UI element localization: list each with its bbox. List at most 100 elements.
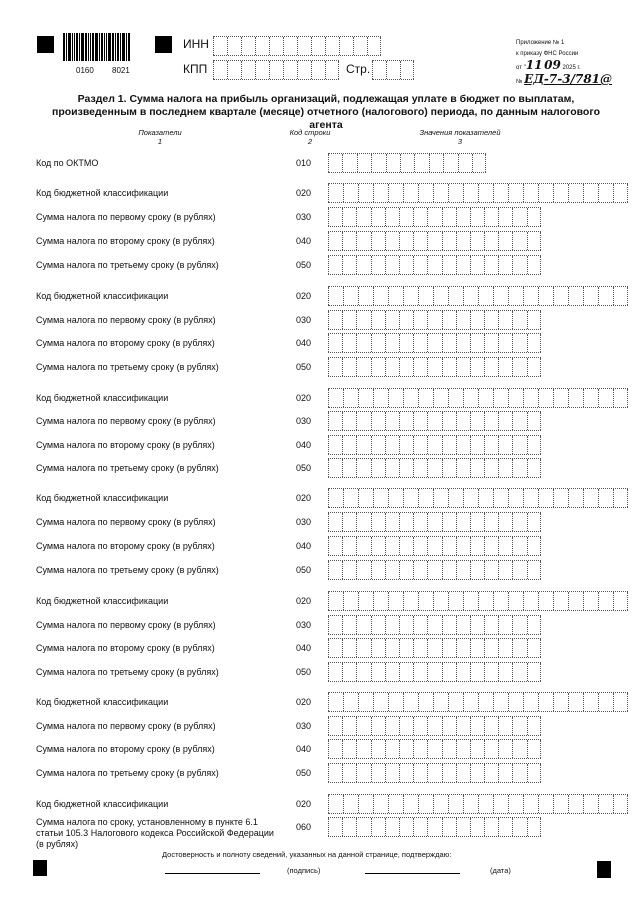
char-cell[interactable] (469, 208, 484, 226)
char-cell[interactable] (418, 287, 433, 305)
value-field-030[interactable] (328, 615, 541, 635)
char-cell[interactable] (427, 436, 441, 454)
char-cell[interactable] (384, 334, 399, 352)
char-cell[interactable] (213, 37, 227, 55)
char-cell[interactable] (613, 489, 628, 507)
char-cell[interactable] (370, 561, 385, 579)
char-cell[interactable] (358, 287, 373, 305)
char-cell[interactable] (414, 154, 428, 172)
char-cell[interactable] (358, 489, 373, 507)
char-cell[interactable] (311, 37, 325, 55)
char-cell[interactable] (356, 334, 370, 352)
char-cell[interactable] (269, 37, 283, 55)
char-cell[interactable] (455, 256, 470, 274)
char-cell[interactable] (526, 537, 541, 555)
char-cell[interactable] (328, 818, 342, 836)
char-cell[interactable] (498, 459, 512, 477)
char-cell[interactable] (342, 561, 356, 579)
char-cell[interactable] (328, 489, 343, 507)
char-cell[interactable] (443, 154, 457, 172)
char-cell[interactable] (343, 389, 358, 407)
char-cell[interactable] (469, 412, 484, 430)
char-cell[interactable] (484, 740, 498, 758)
char-cell[interactable] (398, 208, 413, 226)
char-cell[interactable] (553, 389, 568, 407)
char-cell[interactable] (523, 489, 538, 507)
value-field-030[interactable] (328, 411, 541, 431)
char-cell[interactable] (427, 639, 441, 657)
char-cell[interactable] (388, 184, 403, 202)
char-cell[interactable] (371, 154, 385, 172)
char-cell[interactable] (441, 311, 456, 329)
char-cell[interactable] (342, 256, 356, 274)
char-cell[interactable] (455, 412, 470, 430)
value-field-060[interactable] (328, 817, 541, 837)
char-cell[interactable] (512, 764, 526, 782)
char-cell[interactable] (484, 663, 498, 681)
char-cell[interactable] (342, 639, 356, 657)
char-cell[interactable] (568, 389, 583, 407)
char-cell[interactable] (553, 592, 568, 610)
char-cell[interactable] (553, 489, 568, 507)
char-cell[interactable] (398, 740, 413, 758)
char-cell[interactable] (568, 592, 583, 610)
char-cell[interactable] (512, 663, 526, 681)
char-cell[interactable] (403, 693, 418, 711)
char-cell[interactable] (403, 592, 418, 610)
signature-line[interactable] (165, 873, 260, 874)
char-cell[interactable] (427, 717, 441, 735)
char-cell[interactable] (370, 208, 385, 226)
char-cell[interactable] (427, 412, 441, 430)
char-cell[interactable] (342, 232, 356, 250)
char-cell[interactable] (498, 208, 512, 226)
char-cell[interactable] (498, 537, 512, 555)
char-cell[interactable] (478, 795, 493, 813)
char-cell[interactable] (403, 184, 418, 202)
char-cell[interactable] (358, 693, 373, 711)
char-cell[interactable] (403, 795, 418, 813)
char-cell[interactable] (427, 537, 441, 555)
char-cell[interactable] (455, 232, 470, 250)
char-cell[interactable] (526, 616, 541, 634)
char-cell[interactable] (328, 663, 342, 681)
char-cell[interactable] (398, 311, 413, 329)
char-cell[interactable] (356, 459, 370, 477)
char-cell[interactable] (583, 287, 598, 305)
char-cell[interactable] (512, 561, 526, 579)
char-cell[interactable] (328, 639, 342, 657)
char-cell[interactable] (384, 537, 399, 555)
char-cell[interactable] (484, 334, 498, 352)
char-cell[interactable] (403, 287, 418, 305)
char-cell[interactable] (418, 389, 433, 407)
char-cell[interactable] (356, 513, 370, 531)
char-cell[interactable] (328, 358, 342, 376)
char-cell[interactable] (512, 334, 526, 352)
char-cell[interactable] (328, 561, 342, 579)
char-cell[interactable] (413, 616, 427, 634)
char-cell[interactable] (241, 61, 255, 79)
char-cell[interactable] (508, 287, 523, 305)
char-cell[interactable] (427, 740, 441, 758)
char-cell[interactable] (526, 412, 541, 430)
char-cell[interactable] (526, 334, 541, 352)
char-cell[interactable] (356, 412, 370, 430)
char-cell[interactable] (433, 184, 448, 202)
value-field-040[interactable] (328, 739, 541, 759)
char-cell[interactable] (356, 616, 370, 634)
char-cell[interactable] (370, 358, 385, 376)
char-cell[interactable] (370, 764, 385, 782)
char-cell[interactable] (455, 358, 470, 376)
char-cell[interactable] (413, 663, 427, 681)
char-cell[interactable] (448, 489, 463, 507)
char-cell[interactable] (342, 717, 356, 735)
char-cell[interactable] (373, 795, 388, 813)
char-cell[interactable] (484, 513, 498, 531)
char-cell[interactable] (441, 459, 456, 477)
char-cell[interactable] (455, 208, 470, 226)
char-cell[interactable] (512, 358, 526, 376)
char-cell[interactable] (469, 764, 484, 782)
char-cell[interactable] (398, 616, 413, 634)
char-cell[interactable] (386, 61, 400, 79)
char-cell[interactable] (455, 717, 470, 735)
char-cell[interactable] (398, 256, 413, 274)
